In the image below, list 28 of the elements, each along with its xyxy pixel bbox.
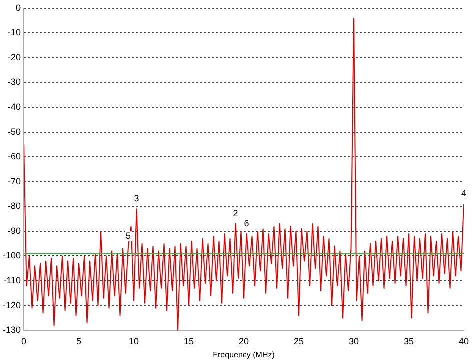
y-tick-label: -110 xyxy=(4,276,22,286)
y-tick-label: -50 xyxy=(8,126,22,137)
y-tick-label: -90 xyxy=(8,226,22,236)
y-tick-label: -40 xyxy=(8,102,22,112)
annotation: 4 xyxy=(461,188,467,199)
x-axis-title: Frequency (MHz) xyxy=(213,350,276,360)
y-tick-label: -100 xyxy=(3,250,22,261)
y-tick-label: -120 xyxy=(3,300,22,310)
y-tick-label: -10 xyxy=(8,28,22,38)
x-tick-label: 10 xyxy=(129,336,140,346)
y-tick-label: -20 xyxy=(8,52,22,62)
x-tick-label: 5 xyxy=(76,336,82,346)
y-tick-label: -130 xyxy=(3,325,22,336)
annotation: 6 xyxy=(244,218,250,228)
y-tick-label: -60 xyxy=(8,152,22,162)
x-tick-label: 20 xyxy=(239,336,250,346)
y-tick-label: -80 xyxy=(8,201,22,212)
annotation: 5 xyxy=(126,230,132,241)
x-tick-label: 35 xyxy=(404,336,414,346)
y-tick-label: -30 xyxy=(8,77,22,88)
x-tick-label: 40 xyxy=(458,336,470,346)
annotation: 2 xyxy=(233,208,238,219)
y-tick-label: -70 xyxy=(8,176,22,186)
annotation: 3 xyxy=(134,194,140,204)
x-tick-label: 30 xyxy=(348,336,360,346)
y-tick-label: 0 xyxy=(16,2,22,13)
x-tick-label: 15 xyxy=(184,336,194,346)
x-tick-label: 25 xyxy=(294,336,304,346)
